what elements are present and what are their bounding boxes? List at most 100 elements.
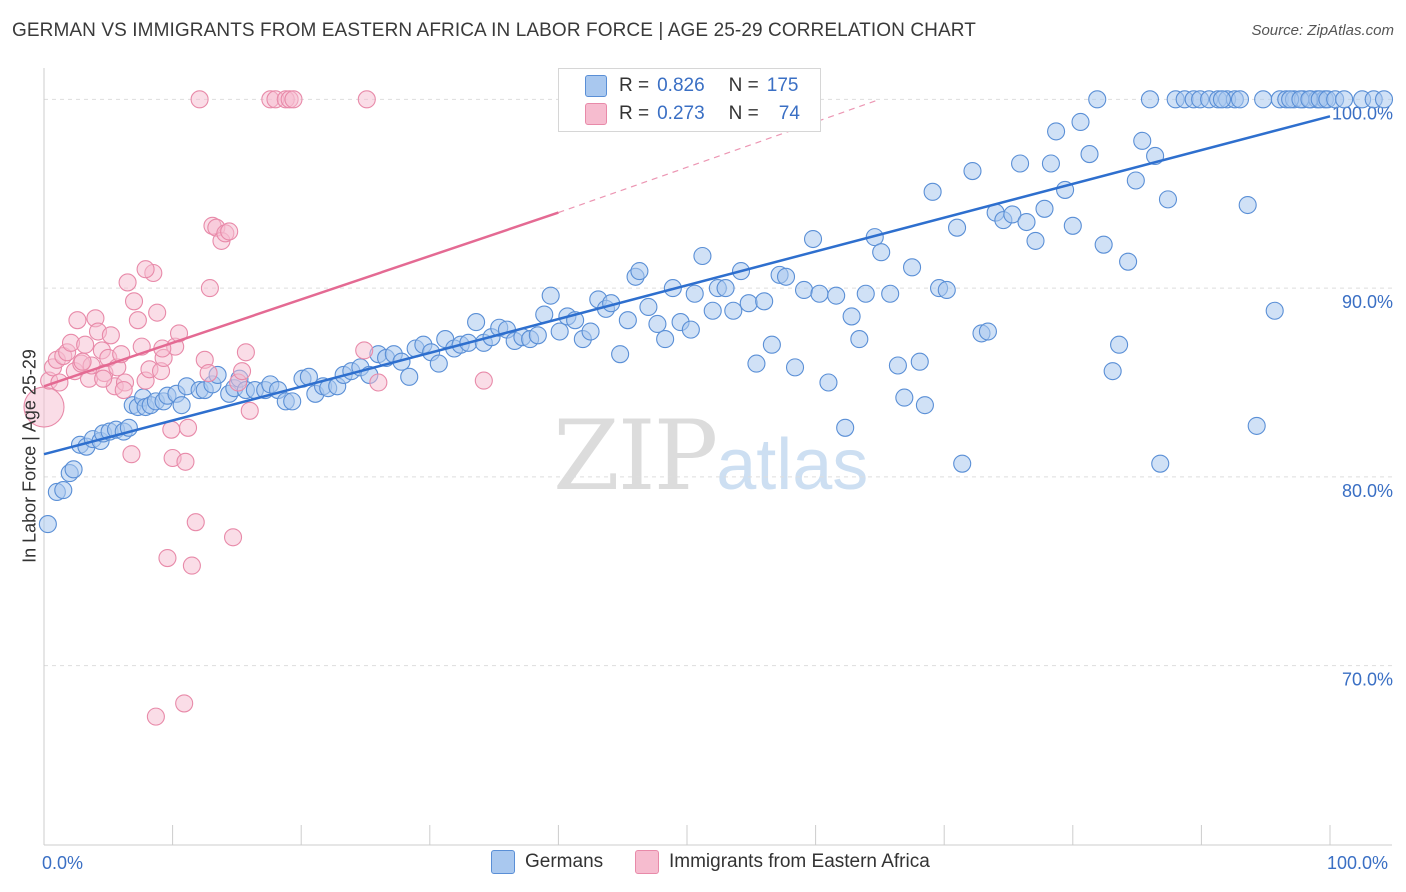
africa-point xyxy=(182,556,201,575)
stats-legend: R = 0.826 N = 175 R = 0.273 N = 74 xyxy=(558,68,821,132)
germans-point xyxy=(1041,154,1060,173)
germans-point xyxy=(803,229,823,249)
africa-point xyxy=(200,279,219,298)
germans-point xyxy=(1071,112,1090,132)
germans-point xyxy=(429,354,448,373)
germans-point xyxy=(963,162,982,181)
germans-point xyxy=(895,388,914,407)
germans-point xyxy=(836,418,855,437)
germans-point xyxy=(888,356,907,375)
germans-point xyxy=(724,301,743,320)
germans-point xyxy=(1088,90,1107,109)
germans-point xyxy=(978,322,997,341)
germans-point xyxy=(1133,131,1152,150)
africa-point xyxy=(68,311,87,330)
r-label: R = xyxy=(619,75,650,96)
legend-row-germans: R = 0.826 N = 175 xyxy=(585,72,798,100)
germans-point xyxy=(693,246,712,266)
germans-point xyxy=(810,284,829,303)
germans-point xyxy=(923,182,942,201)
legend-item-africa: Immigrants from Eastern Africa xyxy=(635,850,930,874)
germans-point xyxy=(1140,90,1160,109)
n-label: N = xyxy=(728,103,759,124)
germans-point xyxy=(703,301,722,320)
y-tick-label: 100.0% xyxy=(1332,103,1393,123)
legend-label-africa: Immigrants from Eastern Africa xyxy=(669,851,930,872)
germans-point xyxy=(648,314,667,334)
africa-point xyxy=(232,362,252,381)
africa-trend-extension xyxy=(558,98,881,214)
africa-point xyxy=(357,90,376,109)
germans-legend-swatch xyxy=(491,850,515,874)
germans-point xyxy=(1230,90,1250,109)
africa-point xyxy=(474,371,493,390)
germans-point xyxy=(1119,252,1138,271)
x-tick-label-min: 0.0% xyxy=(42,853,84,873)
watermark-atlas: atlas xyxy=(716,425,869,505)
germans-point xyxy=(755,292,774,311)
r-value: 0.273 xyxy=(657,103,705,124)
africa-point xyxy=(76,335,95,354)
africa-point xyxy=(355,341,374,360)
germans-point xyxy=(1017,212,1036,232)
n-value: 74 xyxy=(778,103,800,124)
germans-point xyxy=(1035,199,1054,218)
germans-point xyxy=(38,515,57,534)
africa-point xyxy=(114,380,133,400)
germans-point xyxy=(1158,190,1178,209)
germans-point xyxy=(1126,171,1145,190)
germans-point xyxy=(618,311,637,330)
africa-swatch xyxy=(585,103,607,125)
africa-trend-line xyxy=(43,211,559,388)
africa-point xyxy=(220,222,239,241)
germans-point xyxy=(1374,90,1394,109)
germans-point xyxy=(762,335,781,354)
germans-point xyxy=(1080,145,1099,164)
r-value: 0.826 xyxy=(657,75,705,96)
africa-point xyxy=(176,452,195,471)
germans-point xyxy=(467,313,486,332)
germans-point xyxy=(948,218,967,237)
germans-point xyxy=(1110,335,1129,354)
germans-point xyxy=(785,358,805,377)
chart-title: GERMAN VS IMMIGRANTS FROM EASTERN AFRICA… xyxy=(12,20,976,41)
germans-point xyxy=(611,345,630,364)
germans-point xyxy=(716,279,735,298)
germans-point xyxy=(630,262,649,281)
africa-point xyxy=(146,707,165,726)
germans-point xyxy=(1335,90,1354,109)
y-axis-label: In Labor Force | Age 25-29 xyxy=(19,349,40,563)
africa-point xyxy=(136,260,155,279)
legend-item-germans: Germans xyxy=(491,850,603,874)
africa-point xyxy=(158,549,177,568)
germans-point xyxy=(541,286,560,305)
germans-point xyxy=(1212,90,1232,109)
germans-point xyxy=(747,354,766,373)
africa-point xyxy=(122,445,141,464)
germans-point xyxy=(953,454,972,473)
germans-point xyxy=(872,243,891,262)
germans-point xyxy=(1026,231,1045,250)
x-tick-label-max: 100.0% xyxy=(1327,853,1389,873)
germans-point xyxy=(685,284,704,303)
africa-point xyxy=(199,363,218,383)
germans-point xyxy=(1265,301,1284,320)
africa-point xyxy=(186,513,205,532)
africa-point xyxy=(175,694,194,713)
germans-point xyxy=(550,322,569,341)
germans-swatch xyxy=(585,75,607,97)
africa-point xyxy=(94,369,113,388)
africa-point xyxy=(236,343,255,362)
germans-point xyxy=(819,373,838,392)
africa-point xyxy=(118,273,137,292)
africa-legend-swatch xyxy=(635,850,659,874)
y-tick-label: 80.0% xyxy=(1342,481,1393,501)
germans-point xyxy=(915,396,934,415)
africa-point xyxy=(284,90,303,109)
africa-point xyxy=(128,311,147,330)
germans-point xyxy=(54,481,73,500)
germans-point xyxy=(1094,235,1113,254)
r-label: R = xyxy=(619,103,650,124)
germans-point xyxy=(1103,362,1122,381)
germans-point xyxy=(1254,90,1273,109)
